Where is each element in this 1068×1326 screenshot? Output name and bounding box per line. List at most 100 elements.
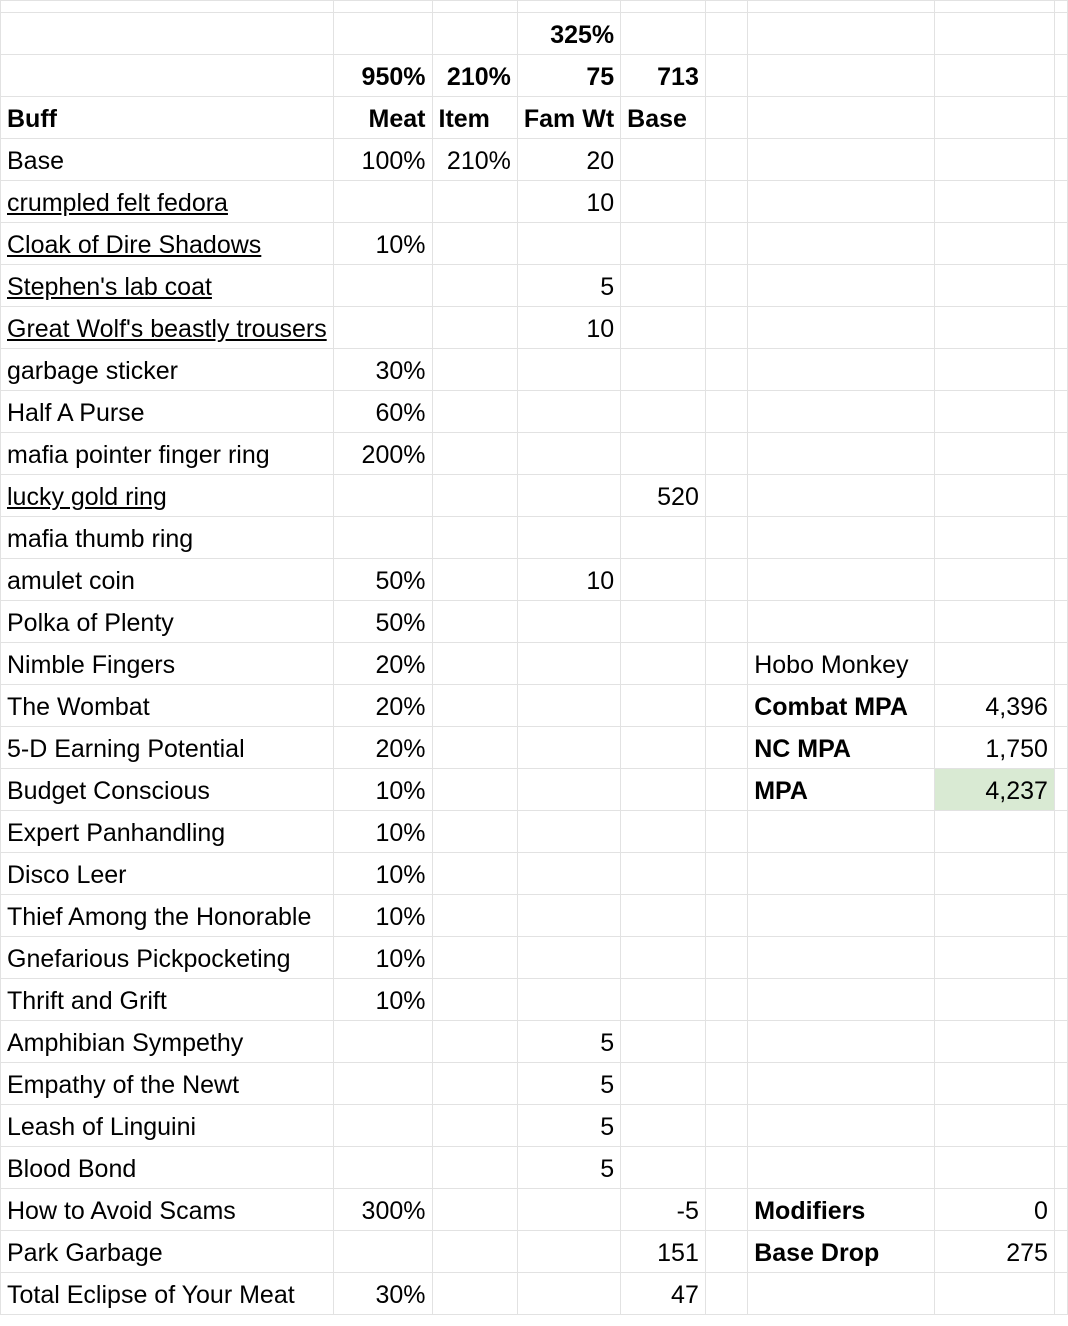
- fam-weight-header-cell[interactable]: Fam Wt: [516, 96, 622, 139]
- cell[interactable]: [1053, 894, 1068, 937]
- buff-name-cell[interactable]: garbage sticker: [0, 348, 334, 391]
- meat-value-cell[interactable]: [332, 180, 433, 223]
- cell[interactable]: [1053, 1062, 1068, 1105]
- item-value-cell[interactable]: [431, 516, 518, 559]
- cell[interactable]: [933, 516, 1055, 559]
- meat-value-cell[interactable]: [332, 306, 433, 349]
- meat-value-cell[interactable]: [332, 474, 433, 517]
- base-drop-value[interactable]: 275: [933, 1230, 1055, 1273]
- buff-name-cell[interactable]: Expert Panhandling: [0, 810, 334, 853]
- buff-name-cell[interactable]: Budget Conscious: [0, 768, 334, 811]
- nc-mpa-value[interactable]: 1,750: [933, 726, 1055, 769]
- base-value-cell[interactable]: [620, 726, 706, 769]
- cell[interactable]: [704, 1020, 749, 1063]
- cell[interactable]: [704, 264, 749, 307]
- cell[interactable]: [933, 642, 1055, 685]
- item-value-cell[interactable]: 210%: [431, 138, 518, 181]
- cell[interactable]: [933, 558, 1055, 601]
- item-value-cell[interactable]: [431, 348, 518, 391]
- cell[interactable]: [933, 222, 1055, 265]
- item-value-cell[interactable]: [431, 1062, 518, 1105]
- cell[interactable]: [0, 54, 334, 97]
- cell[interactable]: [332, 12, 433, 55]
- buff-name-cell[interactable]: Cloak of Dire Shadows: [0, 222, 334, 265]
- fam-weight-value-cell[interactable]: [516, 936, 622, 979]
- meat-value-cell[interactable]: 200%: [332, 432, 433, 475]
- cell[interactable]: [747, 894, 935, 937]
- item-header-cell[interactable]: Item: [431, 96, 518, 139]
- item-value-cell[interactable]: [431, 1104, 518, 1147]
- base-value-cell[interactable]: [620, 1104, 706, 1147]
- item-value-cell[interactable]: [431, 474, 518, 517]
- cell[interactable]: [1053, 516, 1068, 559]
- cell[interactable]: [1053, 1272, 1068, 1315]
- base-value-cell[interactable]: [620, 180, 706, 223]
- meat-value-cell[interactable]: 10%: [332, 894, 433, 937]
- cell[interactable]: [1053, 1104, 1068, 1147]
- buff-name-link[interactable]: crumpled felt fedora: [7, 189, 228, 217]
- cell[interactable]: [704, 474, 749, 517]
- cell[interactable]: [704, 558, 749, 601]
- base-value-cell[interactable]: [620, 558, 706, 601]
- cell[interactable]: [1053, 180, 1068, 223]
- item-value-cell[interactable]: [431, 1230, 518, 1273]
- meat-value-cell[interactable]: [332, 1230, 433, 1273]
- buff-name-cell[interactable]: Polka of Plenty: [0, 600, 334, 643]
- cell[interactable]: [933, 12, 1055, 55]
- fam-weight-percent-cell[interactable]: 325%: [516, 12, 622, 55]
- meat-header-cell[interactable]: Meat: [332, 96, 433, 139]
- cell[interactable]: [933, 96, 1055, 139]
- buff-name-cell[interactable]: Great Wolf's beastly trousers: [0, 306, 334, 349]
- base-value-cell[interactable]: [620, 768, 706, 811]
- cell[interactable]: [933, 306, 1055, 349]
- buff-name-cell[interactable]: The Wombat: [0, 684, 334, 727]
- fam-weight-value-cell[interactable]: [516, 810, 622, 853]
- cell[interactable]: [747, 264, 935, 307]
- cell[interactable]: [1053, 264, 1068, 307]
- cell[interactable]: [704, 1188, 749, 1231]
- mpa-label[interactable]: MPA: [747, 768, 935, 811]
- cell[interactable]: [1053, 1230, 1068, 1273]
- cell[interactable]: [1053, 642, 1068, 685]
- cell[interactable]: [1053, 306, 1068, 349]
- combat-mpa-label[interactable]: Combat MPA: [747, 684, 935, 727]
- fam-weight-value-cell[interactable]: [516, 516, 622, 559]
- cell[interactable]: [933, 138, 1055, 181]
- cell[interactable]: [620, 0, 706, 13]
- base-value-cell[interactable]: 520: [620, 474, 706, 517]
- base-total-cell[interactable]: 713: [620, 54, 706, 97]
- buff-name-link[interactable]: lucky gold ring: [7, 483, 167, 511]
- cell[interactable]: [933, 1146, 1055, 1189]
- cell[interactable]: [704, 390, 749, 433]
- base-value-cell[interactable]: [620, 348, 706, 391]
- buff-name-cell[interactable]: Thief Among the Honorable: [0, 894, 334, 937]
- meat-value-cell[interactable]: [332, 1104, 433, 1147]
- cell[interactable]: [704, 894, 749, 937]
- buff-name-link[interactable]: Stephen's lab coat: [7, 273, 212, 301]
- item-value-cell[interactable]: [431, 726, 518, 769]
- buff-name-cell[interactable]: 5-D Earning Potential: [0, 726, 334, 769]
- item-value-cell[interactable]: [431, 642, 518, 685]
- fam-weight-value-cell[interactable]: 20: [516, 138, 622, 181]
- cell[interactable]: [747, 978, 935, 1021]
- cell[interactable]: [704, 516, 749, 559]
- base-value-cell[interactable]: -5: [620, 1188, 706, 1231]
- buff-name-cell[interactable]: Thrift and Grift: [0, 978, 334, 1021]
- fam-weight-value-cell[interactable]: 5: [516, 1146, 622, 1189]
- cell[interactable]: [747, 1020, 935, 1063]
- meat-value-cell[interactable]: 10%: [332, 936, 433, 979]
- fam-weight-value-cell[interactable]: [516, 348, 622, 391]
- item-value-cell[interactable]: [431, 768, 518, 811]
- buff-name-cell[interactable]: Disco Leer: [0, 852, 334, 895]
- cell[interactable]: [1053, 222, 1068, 265]
- base-value-cell[interactable]: [620, 306, 706, 349]
- base-value-cell[interactable]: [620, 894, 706, 937]
- buff-name-cell[interactable]: Leash of Linguini: [0, 1104, 334, 1147]
- buff-name-cell[interactable]: Gnefarious Pickpocketing: [0, 936, 334, 979]
- cell[interactable]: [747, 306, 935, 349]
- base-value-cell[interactable]: [620, 1020, 706, 1063]
- fam-weight-total-cell[interactable]: 75: [516, 54, 622, 97]
- buff-name-cell[interactable]: Park Garbage: [0, 1230, 334, 1273]
- cell[interactable]: [933, 1104, 1055, 1147]
- base-value-cell[interactable]: [620, 390, 706, 433]
